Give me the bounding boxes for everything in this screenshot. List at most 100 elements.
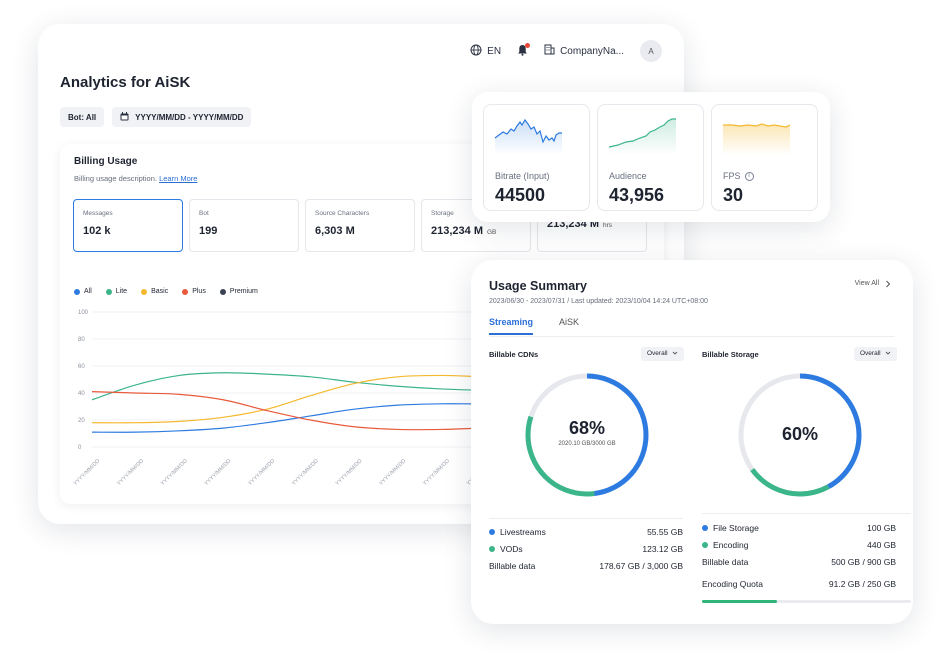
divider [702, 513, 911, 514]
metric-value: 6,303 M [315, 225, 405, 237]
row-label: Billable data [702, 556, 749, 567]
date-range-label: YYYY/MM/DD - YYYY/MM/DD [135, 112, 244, 122]
donut-segment [738, 373, 862, 497]
metric-card-messages[interactable]: Messages 102 k [73, 199, 183, 252]
sparkline-line [723, 123, 791, 128]
stat-card-bitrate[interactable]: Bitrate (Input) 44500 [483, 104, 590, 211]
avatar[interactable]: A [640, 40, 662, 62]
chevron-right-icon [885, 280, 891, 290]
metric-card-source-characters[interactable]: Source Characters 6,303 M [305, 199, 415, 252]
tab-aisk[interactable]: AiSK [559, 317, 580, 327]
bot-filter[interactable]: Bot: All [60, 107, 105, 127]
cdn-donut-chart [525, 373, 649, 497]
metric-number: 102 k [83, 225, 111, 237]
x-tick-label: YYYY/MM/DD [160, 458, 189, 487]
filter-bar: Bot: All YYYY/MM/DD - YYYY/MM/DD [60, 107, 252, 127]
y-tick-label: 100 [78, 310, 89, 316]
donut-segment [738, 373, 862, 497]
row-label: Encoding Quota [702, 578, 763, 589]
legend-item-basic[interactable]: Basic [141, 288, 168, 295]
metric-unit: GB [486, 229, 497, 236]
x-tick-label: YYYY/MM/DD [204, 458, 233, 487]
legend-label: Lite [115, 288, 128, 295]
cdn-breakdown: Livestreams 55.55 GB VODs 123.12 GB Billab… [489, 523, 683, 574]
language-label: EN [487, 45, 502, 57]
y-tick-label: 40 [78, 391, 85, 397]
row-label: Billable data [489, 560, 536, 571]
y-tick-label: 0 [78, 445, 82, 451]
fps-sparkline [723, 123, 791, 155]
metric-label: Storage [431, 210, 454, 217]
legend-item-premium[interactable]: Premium [219, 288, 258, 295]
sparkline-line [608, 118, 676, 148]
row-value: 55.55 GB [647, 526, 683, 537]
storage-donut-chart [738, 373, 862, 497]
legend-dot [141, 288, 148, 295]
billing-description: Billing usage description. Learn More [74, 174, 197, 183]
stat-label: Bitrate (Input) [495, 171, 550, 181]
company-selector[interactable]: CompanyNa... [544, 44, 624, 58]
view-all-link[interactable]: View All [855, 280, 891, 290]
row-label: File Storage [713, 522, 759, 533]
legend-dot [489, 528, 495, 535]
cdn-row-livestreams: Livestreams 55.55 GB [489, 523, 683, 540]
metric-label: Source Characters [315, 210, 370, 217]
storage-row-encoding: Encoding 440 GB [702, 536, 896, 553]
globe-icon [470, 44, 482, 59]
encoding-quota-progress [702, 600, 911, 603]
cdn-scope-value: Overall [647, 350, 668, 357]
cdn-row-vods: VODs 123.12 GB [489, 540, 683, 557]
language-selector[interactable]: EN [470, 44, 501, 59]
audience-sparkline [608, 118, 676, 155]
notifications-button[interactable] [517, 42, 531, 59]
row-value: 100 GB [867, 522, 896, 533]
divider [489, 518, 683, 519]
row-value: 500 GB / 900 GB [831, 556, 896, 567]
cdn-title: Billable CDNs [489, 350, 539, 359]
info-icon[interactable]: i [744, 171, 754, 181]
cdn-percent: 68% [568, 418, 606, 438]
row-label: Encoding [713, 539, 749, 550]
stat-label: FPS i [723, 171, 754, 181]
cdn-scope-select[interactable]: Overall [641, 347, 684, 361]
legend-dot [702, 524, 708, 531]
storage-donut-center: 60% [735, 424, 865, 445]
legend-label: All [84, 288, 92, 295]
row-value: 440 GB [867, 539, 896, 550]
metric-number: 199 [199, 225, 218, 237]
stream-stats-card: Bitrate (Input) 44500 Audience 43,956 FP… [472, 92, 830, 222]
top-bar: EN CompanyNa... A [470, 40, 662, 62]
row-label: VODs [500, 543, 523, 554]
usage-summary-card: Usage Summary 2023/06/30 - 2023/07/31 / … [471, 260, 913, 624]
metric-value: 102 k [83, 225, 173, 237]
legend-item-plus[interactable]: Plus [182, 288, 206, 295]
legend-dot [489, 545, 495, 552]
stat-card-fps[interactable]: FPS i 30 [711, 104, 818, 211]
metric-number: 6,303 M [315, 225, 355, 237]
storage-scope-select[interactable]: Overall [854, 347, 897, 361]
learn-more-link[interactable]: Learn More [159, 174, 198, 183]
legend-item-all[interactable]: All [74, 288, 92, 295]
x-tick-label: YYYY/MM/DD [116, 458, 145, 487]
x-tick-label: YYYY/MM/DD [378, 458, 407, 487]
storage-breakdown: File Storage 100 GB Encoding 440 GB Billab… [702, 519, 896, 592]
legend-item-lite[interactable]: Lite [105, 288, 128, 295]
usage-title: Usage Summary [489, 279, 587, 293]
tabs-divider [489, 336, 895, 337]
storage-title: Billable Storage [702, 350, 759, 359]
y-tick-label: 60 [78, 364, 85, 370]
legend-dot [182, 288, 189, 295]
x-tick-label: YYYY/MM/DD [291, 458, 320, 487]
tab-streaming[interactable]: Streaming [489, 317, 534, 335]
storage-row-file: File Storage 100 GB [702, 519, 896, 536]
metric-value: 199 [199, 225, 289, 237]
metric-card-bot[interactable]: Bot 199 [189, 199, 299, 252]
usage-subtitle: 2023/06/30 - 2023/07/31 / Last updated: … [489, 298, 708, 305]
date-range-filter[interactable]: YYYY/MM/DD - YYYY/MM/DD [112, 107, 252, 127]
row-label: Livestreams [500, 526, 546, 537]
legend-dot [702, 541, 708, 548]
row-value: 91.2 GB / 250 GB [828, 578, 896, 589]
sparkline-line [494, 118, 562, 144]
stat-label-text: Audience [609, 171, 647, 181]
stat-card-audience[interactable]: Audience 43,956 [597, 104, 704, 211]
